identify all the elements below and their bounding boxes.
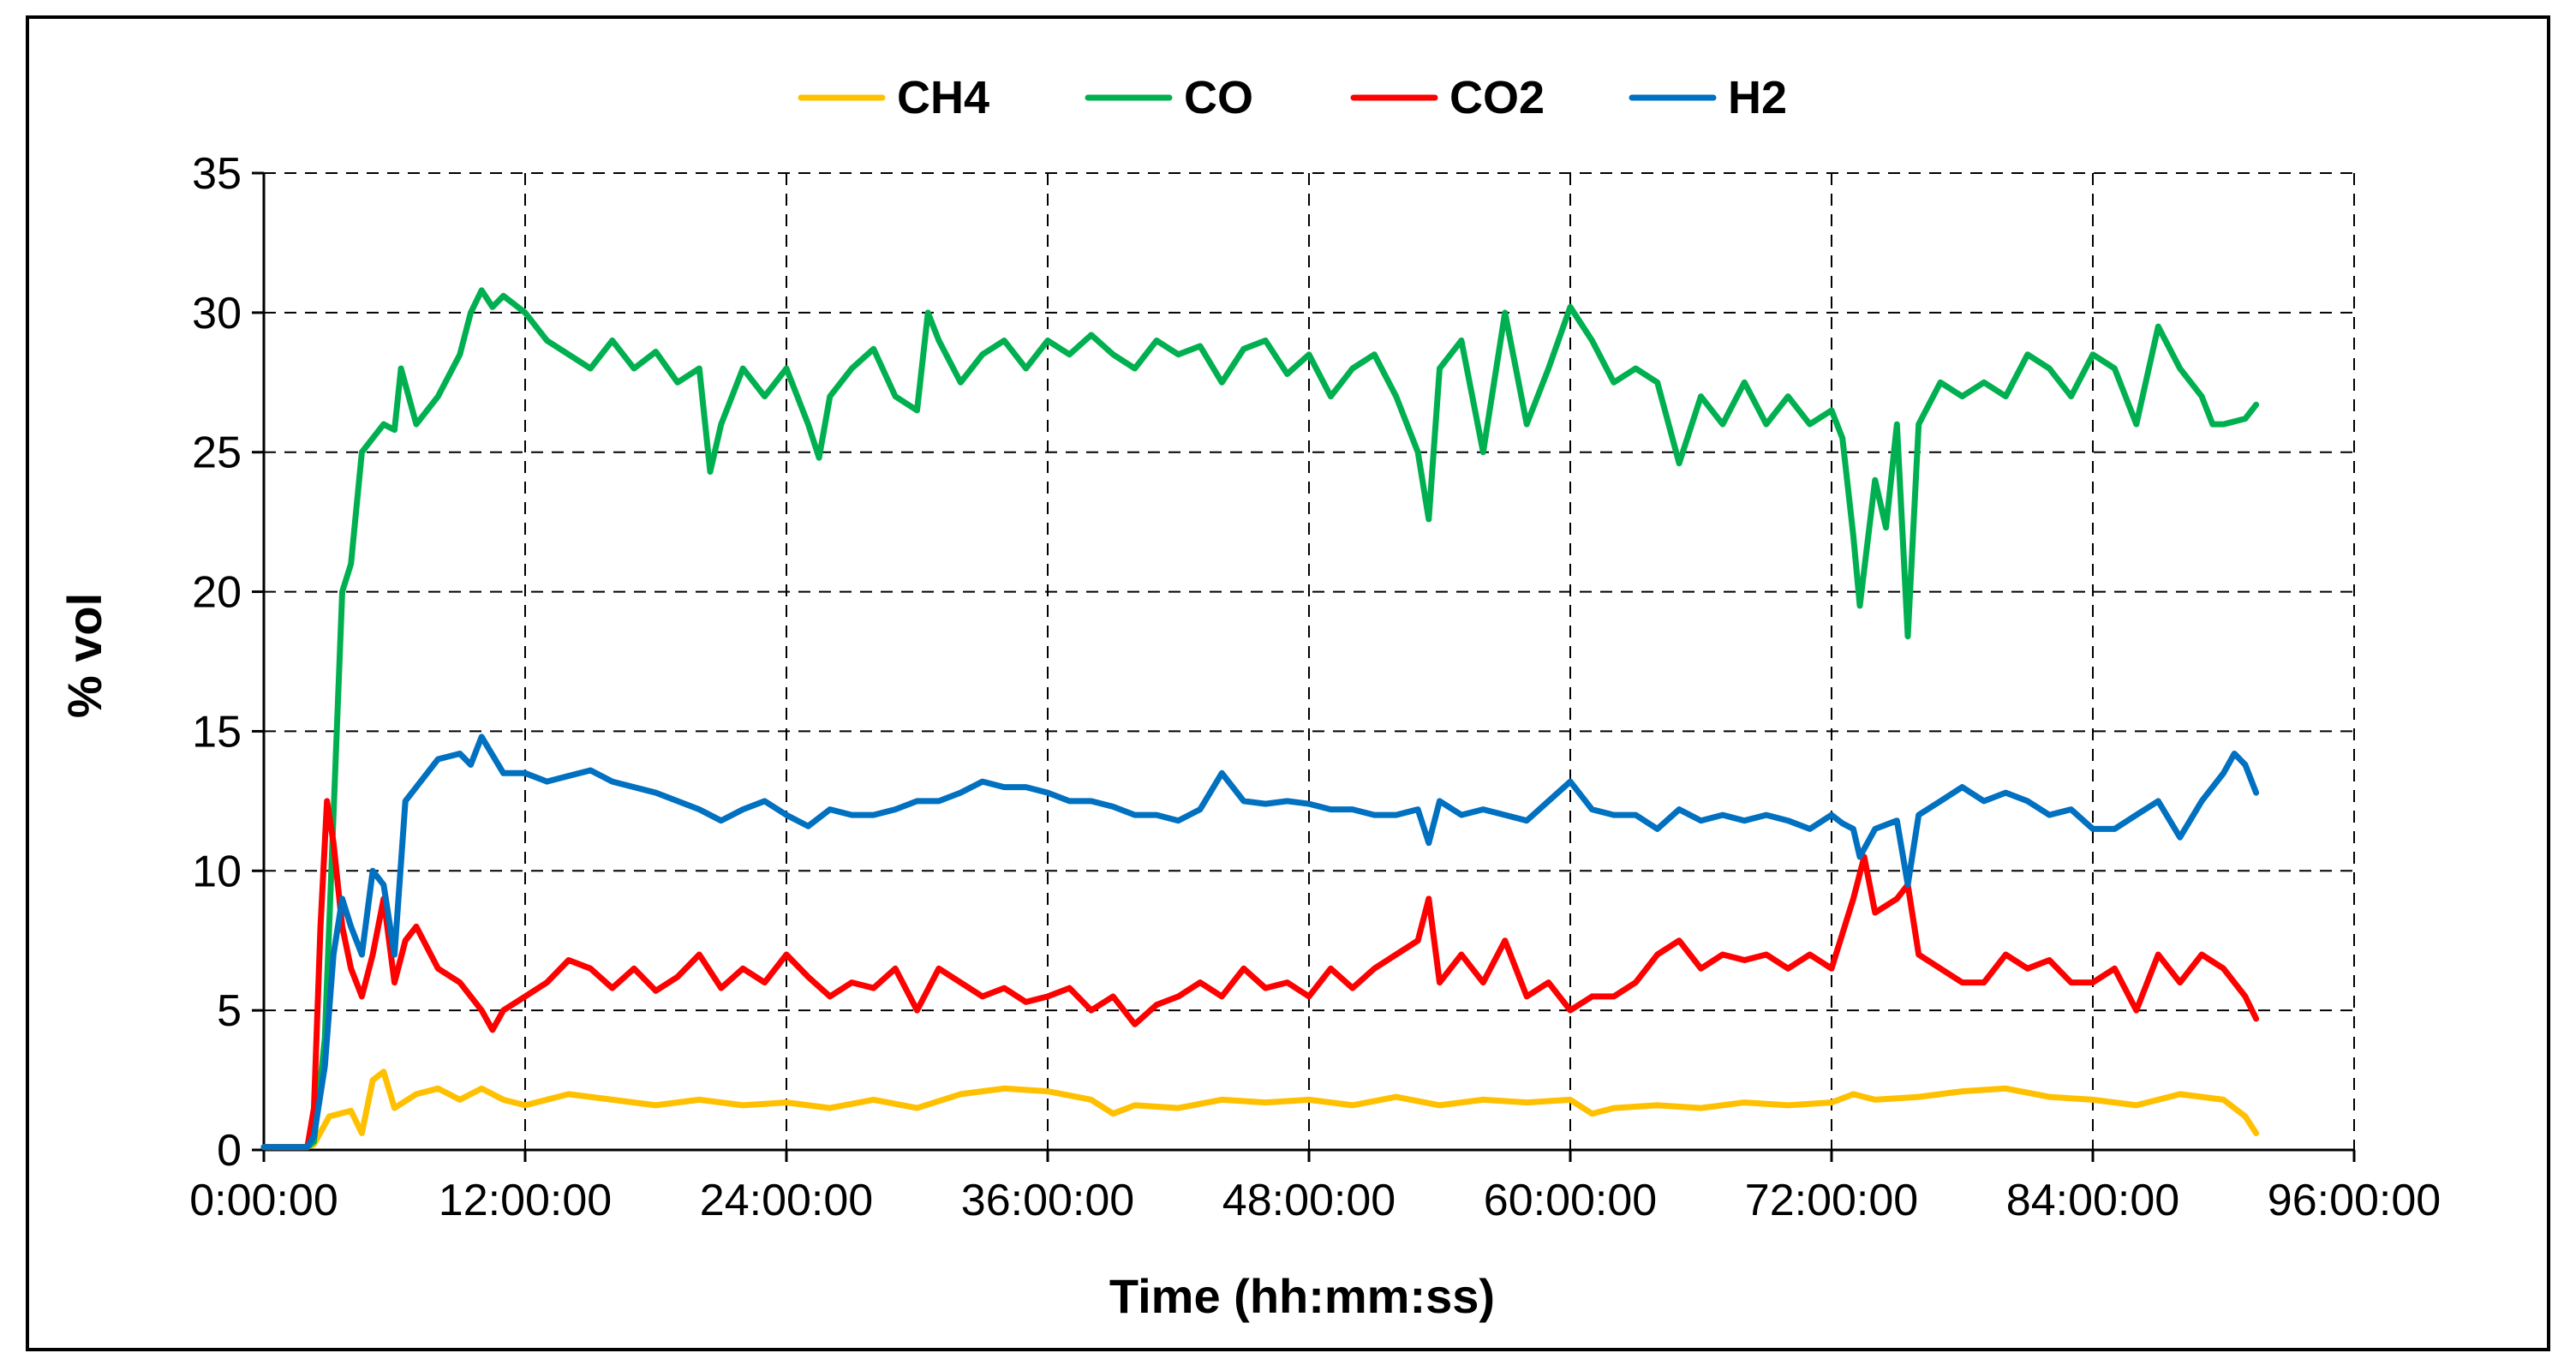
series-line-co <box>260 287 2260 1151</box>
legend-label-ch4: CH4 <box>897 72 989 123</box>
x-axis-title: Time (hh:mm:ss) <box>1109 1269 1495 1323</box>
series-lines <box>260 287 2260 1151</box>
y-tick-label: 30 <box>192 289 242 338</box>
series-line-h2 <box>260 733 2260 1151</box>
y-tick-label: 25 <box>192 428 242 478</box>
y-tick-label: 20 <box>192 568 242 618</box>
x-axis-ticks: 0:00:00 12:00:00 24:00:00 36:00:00 48:00:00 6… <box>189 1176 2441 1225</box>
x-tick-label: 24:00:00 <box>700 1176 873 1225</box>
legend-label-h2: H2 <box>1728 72 1787 123</box>
series-line-ch4 <box>260 1069 2260 1151</box>
y-tick-label: 35 <box>192 149 242 199</box>
gridlines <box>264 172 2355 1150</box>
x-tick-label: 60:00:00 <box>1484 1176 1657 1225</box>
legend: CH4 CO CO2 H2 <box>798 72 1787 123</box>
y-tick-label: 5 <box>217 986 242 1036</box>
x-tick-label: 48:00:00 <box>1222 1176 1396 1225</box>
x-tick-label: 96:00:00 <box>2268 1176 2441 1225</box>
y-axis-title: % vol <box>57 593 111 718</box>
x-tick-label: 84:00:00 <box>2006 1176 2179 1225</box>
x-tick-label: 72:00:00 <box>1745 1176 1918 1225</box>
y-tick-label: 0 <box>217 1126 242 1176</box>
y-axis-ticks: 0 5 10 15 20 25 30 35 <box>192 149 242 1176</box>
y-tick-label: 10 <box>192 847 242 896</box>
x-tick-label: 36:00:00 <box>961 1176 1134 1225</box>
y-tick-label: 15 <box>192 707 242 757</box>
chart-border <box>26 15 2550 1351</box>
legend-label-co: CO <box>1184 72 1253 123</box>
axes <box>252 171 2356 1162</box>
legend-label-co2: CO2 <box>1449 72 1545 123</box>
x-tick-label: 0:00:00 <box>189 1176 338 1225</box>
x-tick-label: 12:00:00 <box>439 1176 612 1225</box>
